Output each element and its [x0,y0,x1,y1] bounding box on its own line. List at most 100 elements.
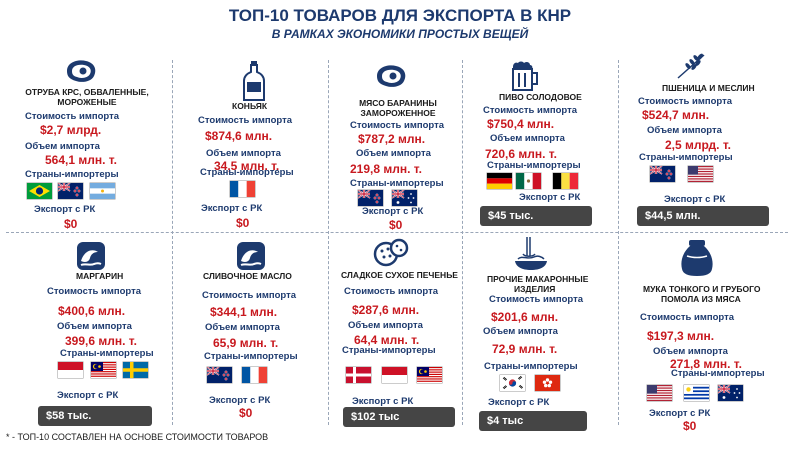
export-value: $0 [239,406,253,420]
cost-value: $344,1 млн. [210,305,278,319]
flag-new-zealand [58,183,83,199]
flag-belgium [553,173,578,189]
flag-new-zealand [358,190,383,206]
export-value: $0 [683,419,697,433]
cost-value: $787,2 млн. [358,132,426,146]
bottle-icon [243,61,265,101]
flag-indonesia [58,362,83,378]
countries-label: Страны-импортеры [484,361,578,372]
volume-label: Объем импорта [25,141,100,152]
export-value: $0 [236,216,250,230]
export-value: $102 тыс [343,407,455,427]
cost-label: Стоимость импорта [344,286,439,297]
countries-label: Страны-импортеры [200,167,294,178]
flag-hong-kong [535,375,560,391]
cost-value: $2,7 млрд. [40,123,102,137]
flag-malaysia [91,362,116,378]
product-name: МЯСО БАРАНИНЫ [359,98,437,108]
export-label: Экспорт с РК [57,390,119,401]
flag-france [230,181,255,197]
export-value: $44,5 млн. [637,206,769,226]
cost-value: $874,6 млн. [205,129,273,143]
product-name: КОНЬЯК [232,101,268,111]
export-label: Экспорт с РК [209,395,271,406]
flag-france [242,367,267,383]
flag-argentina [90,183,115,199]
col-divider [172,60,173,425]
export-label: Экспорт с РК [201,203,263,214]
flag-germany [487,173,512,189]
product-name: ПШЕНИЦА И МЕСЛИН [662,83,755,93]
countries-label: Страны-импортеры [204,351,298,362]
product-name: МОРОЖЕНЫЕ [57,97,117,107]
product-name: ИЗДЕЛИЯ [514,284,556,294]
cost-value: $400,6 млн. [58,304,126,318]
export-label: Экспорт с РК [488,397,550,408]
volume-value: 720,6 млн. т. [485,147,557,161]
flag-denmark [346,367,371,383]
footnote: * - ТОП-10 СОСТАВЛЕН НА ОСНОВЕ СТОИМОСТИ… [6,432,269,442]
product-name: ОТРУБА КРС, ОБВАЛЕННЫЕ, [25,87,149,97]
export-label: Экспорт с РК [649,408,711,419]
row-divider [6,232,788,233]
cost-value: $524,7 млн. [642,108,710,122]
beer-mug-icon [512,61,538,91]
export-value: $45 тыс. [480,206,592,226]
flour-sack-icon [681,240,713,276]
export-value: $0 [64,217,78,231]
volume-label: Объем импорта [483,326,558,337]
steak-icon [67,60,96,82]
flag-uruguay [684,385,709,401]
product-name: ПИВО СОЛОДОВОЕ [499,92,582,102]
flag-brazil [27,183,52,199]
export-label: Экспорт с РК [519,192,581,203]
export-label: Экспорт с РК [352,396,414,407]
product-name: ПОМОЛА ИЗ МЯСА [661,294,741,304]
flag-australia [718,385,743,401]
volume-value: 34,5 млн. т. [214,159,280,173]
cost-value: $287,6 млн. [352,303,420,317]
col-divider [618,60,619,425]
volume-value: 2,5 млрд. т. [665,138,731,152]
flag-new-zealand [650,166,675,182]
cost-label: Стоимость импорта [640,312,735,323]
wheat-icon [677,53,705,79]
product-name: ПРОЧИЕ МАКАРОННЫЕ [487,274,589,284]
cost-label: Стоимость импорта [202,290,297,301]
volume-value: 219,8 млн. т. [350,162,422,176]
volume-label: Объем импорта [205,322,280,333]
volume-value: 271,8 млн. т. [670,357,742,371]
volume-value: 65,9 млн. т. [213,336,279,350]
page-subtitle: В РАМКАХ ЭКОНОМИКИ ПРОСТЫХ ВЕЩЕЙ [271,27,529,41]
col-divider [462,60,463,425]
volume-label: Объем импорта [653,346,728,357]
countries-label: Страны-импортеры [671,368,765,379]
wave-icon [237,242,265,270]
page-title: ТОП-10 ТОВАРОВ ДЛЯ ЭКСПОРТА В КНР [228,6,572,25]
countries-label: Страны-импортеры [60,348,154,359]
cost-label: Стоимость импорта [483,105,578,116]
countries-label: Страны-импортеры [487,160,581,171]
flag-mexico [516,173,541,189]
cost-label: Стоимость импорта [350,120,445,131]
volume-label: Объем импорта [206,148,281,159]
volume-label: Объем импорта [647,125,722,136]
product-name: СЛАДКОЕ СУХОЕ ПЕЧЕНЬЕ [341,270,458,280]
noodles-icon [515,237,547,270]
volume-value: 72,9 млн. т. [492,342,558,356]
volume-label: Объем импорта [348,320,423,331]
flag-south-korea [500,375,525,391]
countries-label: Страны-импортеры [639,152,733,163]
cost-value: $750,4 млн. [487,117,555,131]
product-name: МАРГАРИН [76,271,124,281]
cost-label: Стоимость импорта [25,111,120,122]
volume-label: Объем импорта [490,133,565,144]
cost-value: $197,3 млн. [647,329,715,343]
product-name: СЛИВОЧНОЕ МАСЛО [203,271,292,281]
cost-label: Стоимость импорта [489,294,584,305]
countries-label: Страны-импортеры [25,169,119,180]
flag-australia [392,190,417,206]
flag-usa [647,385,672,401]
cost-label: Стоимость импорта [47,286,142,297]
volume-value: 399,6 млн. т. [65,334,137,348]
